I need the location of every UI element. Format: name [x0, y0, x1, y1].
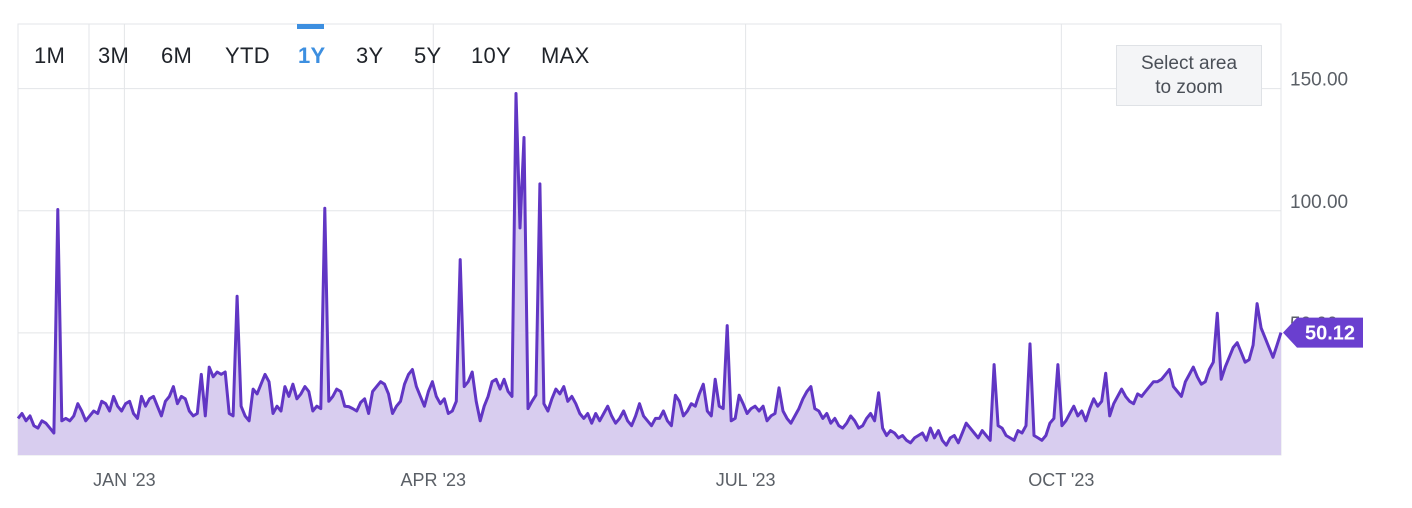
x-tick-label: JAN '23: [93, 470, 155, 490]
y-tick-label: 100.00: [1290, 192, 1348, 213]
y-tick-label: 150.00: [1290, 70, 1348, 91]
range-button-10y[interactable]: 10Y: [471, 43, 512, 68]
series-area: [18, 93, 1281, 455]
last-value-label: 50.12: [1305, 323, 1355, 345]
range-button-5y[interactable]: 5Y: [414, 43, 442, 68]
x-tick-label: JUL '23: [716, 470, 776, 490]
last-value-badge: [1283, 317, 1363, 348]
x-tick-label: OCT '23: [1028, 470, 1094, 490]
active-range-indicator: [297, 24, 324, 29]
zoom-button-line-2: to zoom: [1155, 77, 1223, 98]
range-button-6m[interactable]: 6M: [161, 43, 193, 68]
zoom-button-line-1: Select area: [1140, 53, 1238, 74]
range-button-ytd[interactable]: YTD: [225, 43, 270, 68]
series-line: [16, 92, 1283, 447]
range-button-3y[interactable]: 3Y: [356, 43, 384, 68]
range-button-1y[interactable]: 1Y: [298, 43, 326, 68]
range-button-1m[interactable]: 1M: [34, 43, 66, 68]
select-area-zoom-button[interactable]: Select area to zoom: [1116, 45, 1262, 106]
range-button-max[interactable]: MAX: [541, 43, 590, 68]
range-button-3m[interactable]: 3M: [98, 43, 130, 68]
x-tick-label: APR '23: [401, 470, 466, 490]
